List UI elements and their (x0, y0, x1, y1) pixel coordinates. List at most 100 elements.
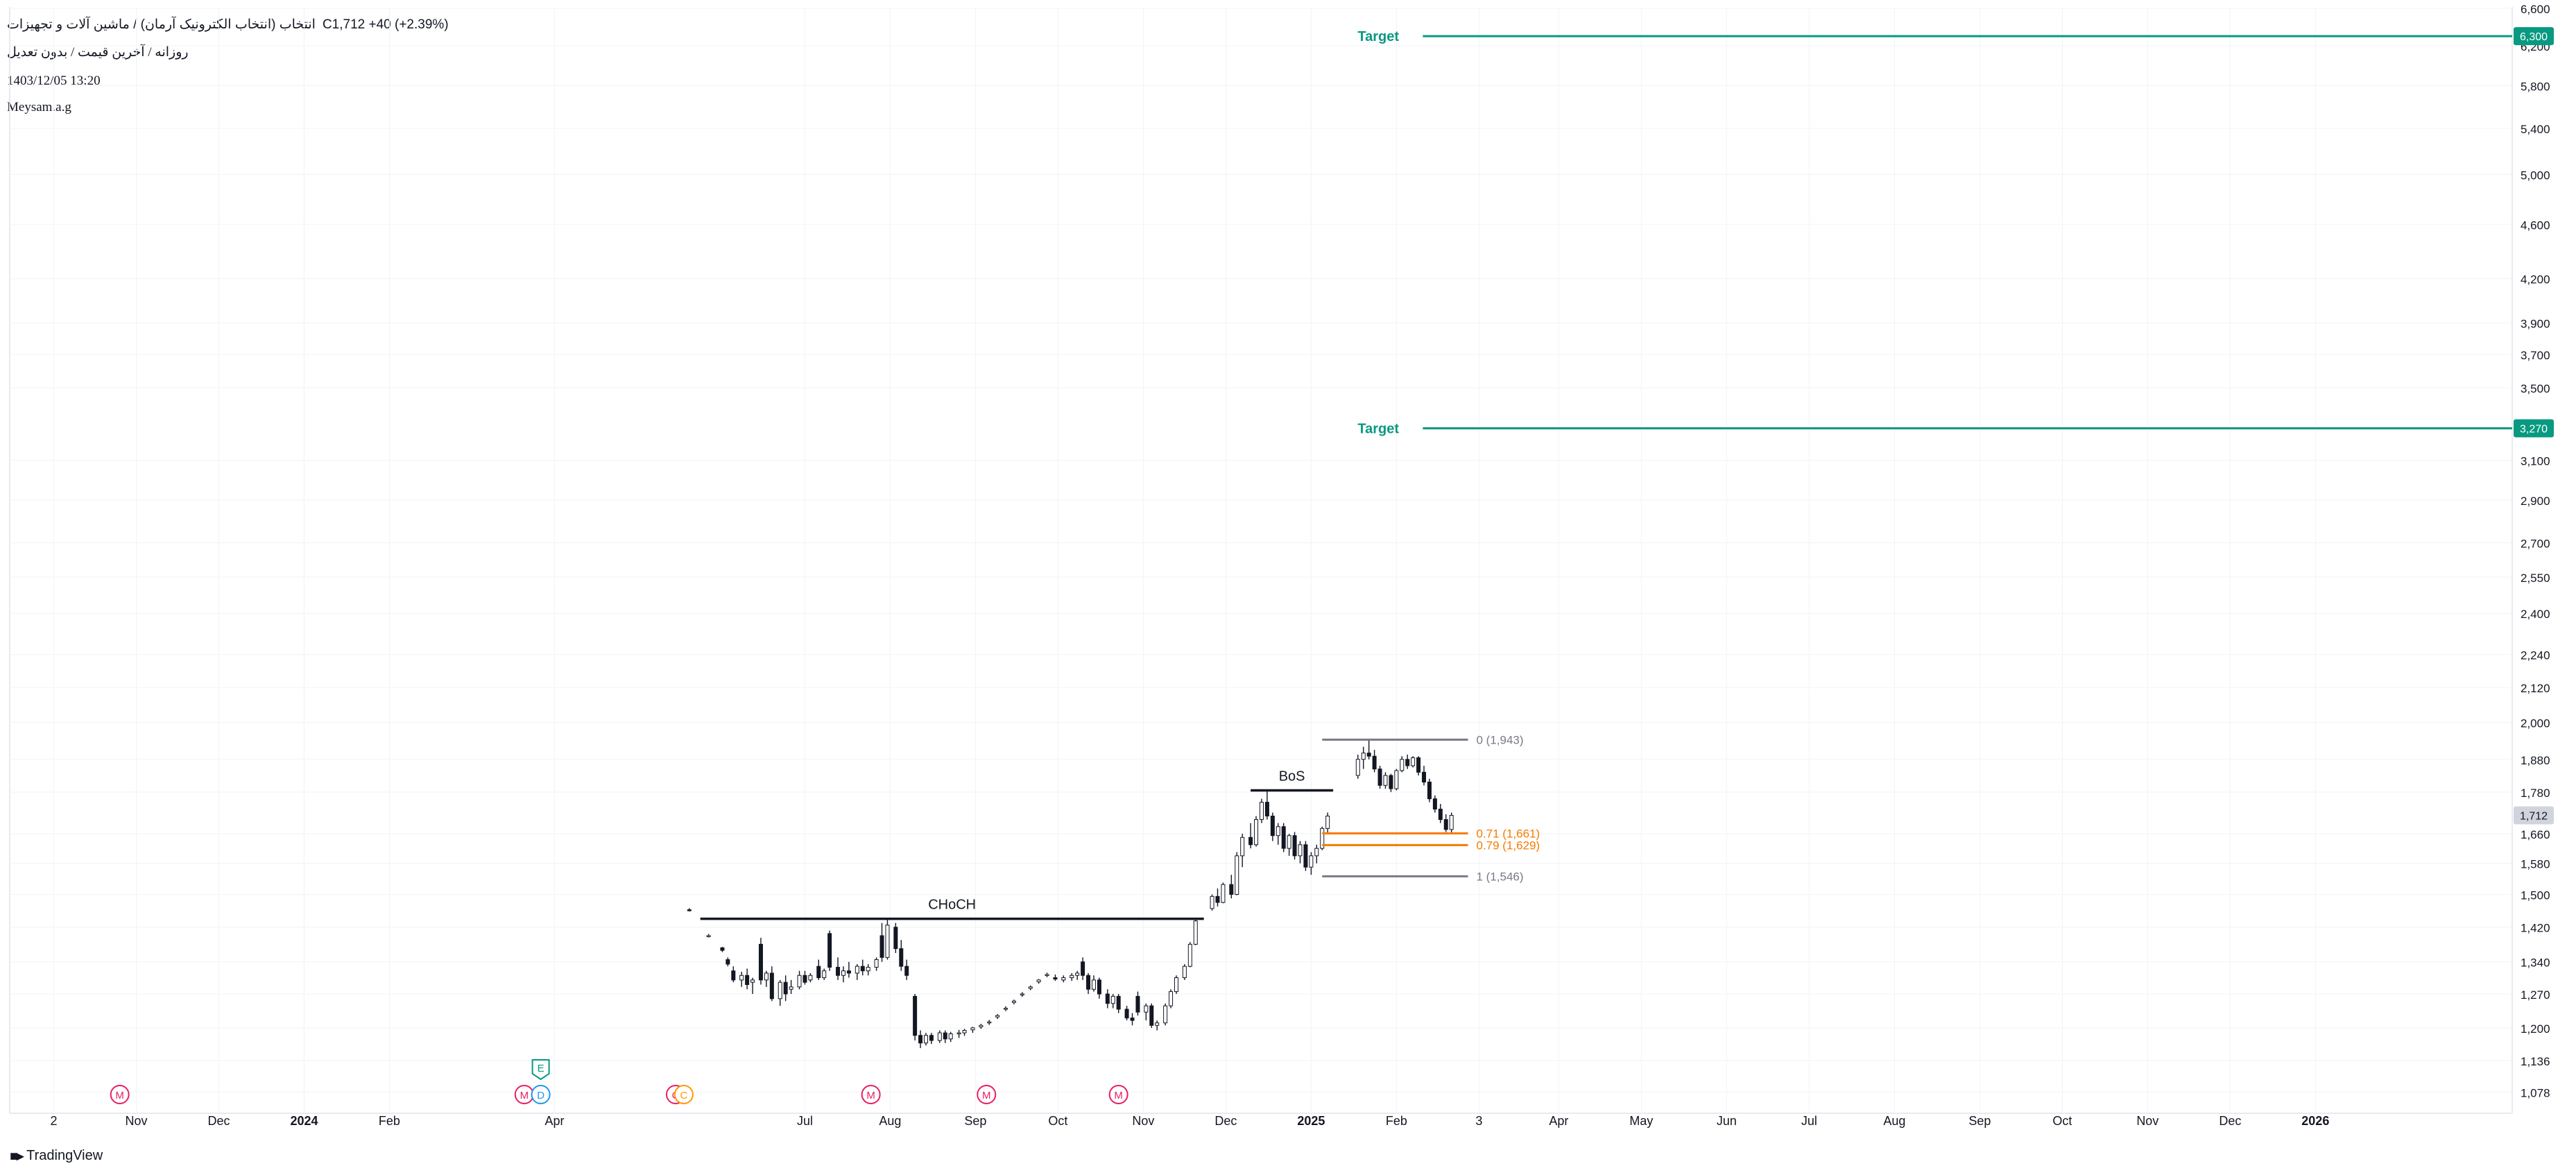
candle (893, 923, 898, 953)
candle-body-down (918, 1035, 923, 1044)
candle (739, 971, 744, 987)
candle (979, 1024, 984, 1029)
candle (1144, 1003, 1149, 1021)
candle (1130, 1013, 1135, 1026)
candle (1097, 977, 1101, 999)
candle (1383, 772, 1388, 789)
candle (1372, 750, 1377, 773)
brand-label: TradingView (26, 1148, 103, 1163)
event-marker[interactable]: D (531, 1085, 551, 1104)
candle (913, 993, 918, 1041)
target-label: Target (1357, 29, 1399, 44)
candle (1309, 852, 1314, 875)
time-tick-label: Aug (879, 1114, 901, 1128)
event-marker[interactable]: E (531, 1059, 550, 1081)
price-tick-label: 2,550 (2521, 572, 2550, 585)
time-tick-label: Dec (207, 1114, 230, 1128)
candle-body-down (1135, 995, 1140, 1013)
candle-body-up (874, 959, 879, 968)
event-marker[interactable]: M (110, 1085, 130, 1104)
time-tick-label: Nov (125, 1114, 147, 1128)
candle-body-up (841, 970, 845, 976)
candle (706, 934, 711, 938)
candle (879, 923, 884, 962)
price-tick-label: 4,600 (2521, 218, 2550, 232)
candle-body-up (1075, 972, 1080, 976)
candle (758, 938, 763, 985)
candle-body-down (1130, 1018, 1135, 1021)
candle (1182, 963, 1187, 980)
event-marker[interactable]: M (514, 1085, 534, 1104)
event-marker-letter: M (520, 1090, 529, 1101)
event-marker[interactable]: M (861, 1085, 881, 1104)
event-marker-circle (977, 1085, 997, 1104)
candle (1240, 834, 1245, 868)
candle (750, 977, 755, 994)
candle (1193, 918, 1198, 945)
candle-body-down (1270, 815, 1275, 837)
candle (1394, 769, 1399, 791)
candle-body-down (1422, 771, 1427, 782)
candle-body-up (1259, 802, 1264, 821)
candle-body-up (1011, 1000, 1016, 1003)
candle-body-up (1163, 1005, 1168, 1024)
candle-body-up (1169, 991, 1174, 1006)
candle (1004, 1006, 1008, 1011)
candle-body-down (1389, 775, 1393, 789)
price-tick-label: 3,900 (2521, 318, 2550, 331)
candle-body-up (1210, 895, 1214, 909)
time-tick-label: May (1629, 1114, 1653, 1128)
candle (995, 1013, 1000, 1020)
candle-body-down (913, 995, 918, 1036)
event-marker[interactable]: M (977, 1085, 997, 1104)
candle (1355, 754, 1360, 779)
candle (1155, 1020, 1160, 1031)
price-tick-label: 2,240 (2521, 649, 2550, 662)
candle (1028, 985, 1033, 990)
candle-body-down (1124, 1009, 1129, 1019)
price-tick-label: 1,780 (2521, 787, 2550, 800)
price-tick-label: 1,660 (2521, 828, 2550, 841)
tradingview-brand[interactable]: ■▸ TradingView (10, 1147, 103, 1165)
candle (745, 968, 750, 990)
candle (1149, 1003, 1154, 1028)
candle-body-up (1287, 835, 1291, 849)
candle-body-down (827, 933, 832, 968)
candle (827, 930, 832, 971)
candle (885, 918, 890, 960)
event-marker-circle (110, 1085, 130, 1104)
candle (1124, 1006, 1129, 1021)
candle (860, 959, 865, 976)
candle (1163, 1003, 1168, 1026)
candle-body-up (995, 1015, 1000, 1018)
candle-body-down (1053, 977, 1058, 980)
event-marker-letter: D (537, 1090, 544, 1101)
fib-level-label: 0.79 (1,629) (1476, 839, 1540, 852)
time-tick-label: Jul (797, 1114, 813, 1128)
candle (783, 975, 788, 1002)
price-tick-label: 1,880 (2521, 754, 2550, 767)
event-marker-letter: M (115, 1090, 124, 1101)
candle-body-up (1174, 977, 1178, 993)
candle (918, 1030, 923, 1049)
candle-body-up (1070, 975, 1074, 979)
candle-body-down (1292, 835, 1297, 857)
candle (1036, 979, 1041, 984)
candle (1276, 823, 1280, 845)
candle-body-down (1116, 995, 1121, 1010)
tradingview-logo-icon: ■▸ (10, 1149, 24, 1164)
candle-body-up (979, 1024, 984, 1027)
candle-body-up (1298, 844, 1303, 857)
time-tick-label: Dec (1214, 1114, 1237, 1128)
candle-body-down (1248, 837, 1253, 846)
candle (687, 908, 692, 911)
event-marker[interactable]: M (1108, 1085, 1128, 1104)
candle-body-down (929, 1035, 934, 1041)
candle (1400, 756, 1405, 773)
candle-body-up (778, 981, 782, 1000)
candle (769, 966, 774, 1002)
event-marker[interactable]: C (673, 1085, 694, 1104)
candle (937, 1030, 942, 1043)
candle (1320, 826, 1325, 850)
